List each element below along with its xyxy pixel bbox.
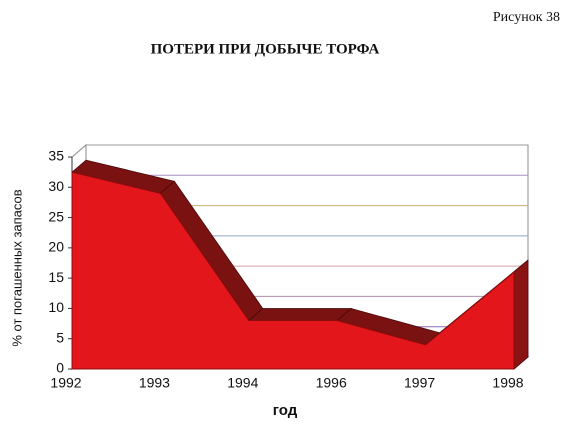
y-tick-label: 5 xyxy=(56,329,64,345)
grid-line xyxy=(71,144,87,158)
area xyxy=(71,171,515,370)
x-tick-label: 1993 xyxy=(139,375,170,391)
figure-label: Рисунок 38 xyxy=(493,10,560,25)
y-tick-label: 35 xyxy=(48,148,64,164)
y-tick-label: 20 xyxy=(48,239,64,255)
chart-title: ПОТЕРИ ПРИ ДОБЫЧЕ ТОРФА xyxy=(151,41,380,57)
y-tick-label: 25 xyxy=(48,208,64,224)
x-tick-label: 1996 xyxy=(316,375,347,391)
x-tick-label: 1992 xyxy=(50,375,81,391)
x-tick-label: 1997 xyxy=(404,375,435,391)
y-tick-label: 10 xyxy=(48,299,64,315)
y-tick-label: 0 xyxy=(56,360,64,376)
area-depth xyxy=(247,308,353,321)
x-axis-label: год xyxy=(273,402,298,419)
area-side xyxy=(513,259,529,370)
x-tick-label: 1998 xyxy=(492,375,523,391)
y-tick-label: 30 xyxy=(48,178,64,194)
x-tick-label: 1994 xyxy=(227,375,258,391)
y-tick-label: 15 xyxy=(48,269,64,285)
y-axis-label: % от погашенных запасов xyxy=(9,189,24,346)
